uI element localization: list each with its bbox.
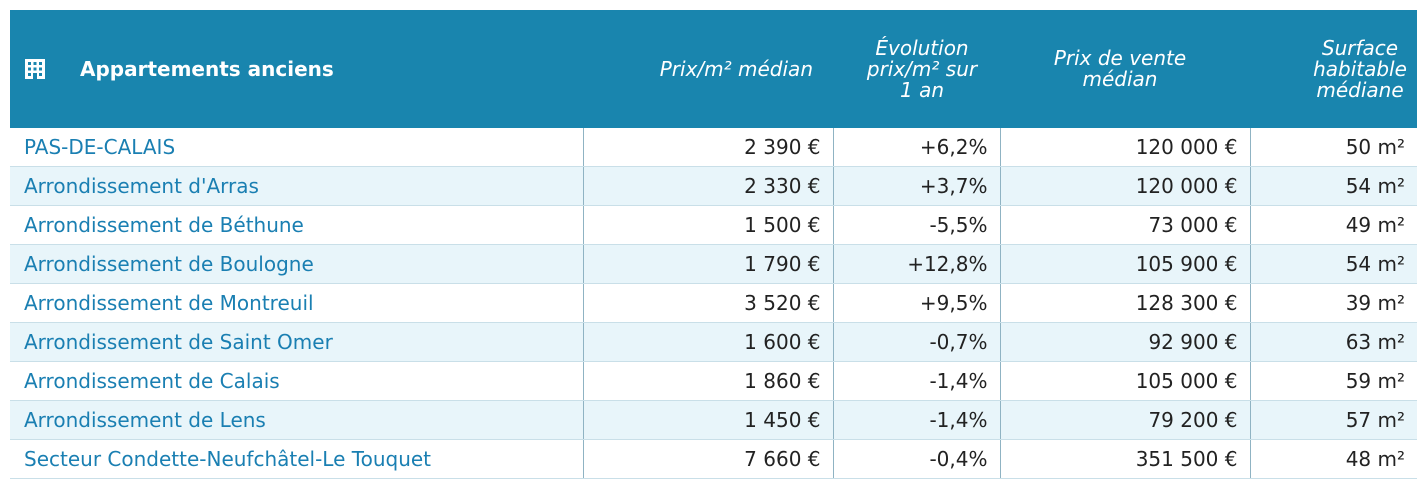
row-name: Arrondissement d'Arras <box>10 166 583 206</box>
table-row: Arrondissement de Béthune 1 500 € -5,5% 73 … <box>10 205 1417 245</box>
column-label: Prix/m² médian <box>659 56 813 81</box>
cell-value: 1 860 € <box>582 361 833 401</box>
cell-value: 50 m² <box>1249 128 1417 167</box>
cell-value: 49 m² <box>1249 205 1417 245</box>
table-row: Arrondissement de Boulogne 1 790 € +12,8% 1… <box>10 244 1417 284</box>
cell-value: 1 600 € <box>582 322 833 362</box>
cell-value: 48 m² <box>1249 439 1417 479</box>
cell-value: 7 660 € <box>582 439 833 479</box>
table-row: Secteur Condette-Neufchâtel-Le Touquet 7 … <box>10 439 1417 479</box>
cell-value: 128 300 € <box>999 283 1250 323</box>
cell-value: 1 500 € <box>582 205 833 245</box>
building-icon <box>25 59 45 79</box>
row-name: Arrondissement de Lens <box>10 400 583 440</box>
cell-value: -5,5% <box>832 205 1000 245</box>
column-label: Surface habitable médiane <box>1313 35 1407 102</box>
table-body: PAS-DE-CALAIS 2 390 € +6,2% 120 000 €50 m² A… <box>10 128 1417 479</box>
table-row: Arrondissement d'Arras 2 330 € +3,7% 120 00… <box>10 166 1417 206</box>
cell-value: -0,4% <box>832 439 1000 479</box>
cell-value: -0,7% <box>832 322 1000 362</box>
cell-value: 2 390 € <box>582 128 833 167</box>
cell-value: 120 000 € <box>999 166 1250 206</box>
row-name: Arrondissement de Boulogne <box>10 244 583 284</box>
row-name: PAS-DE-CALAIS <box>10 128 583 167</box>
table-row: Arrondissement de Saint Omer 1 600 € -0,7%… <box>10 322 1417 362</box>
row-name: Arrondissement de Montreuil <box>10 283 583 323</box>
cell-value: 105 900 € <box>999 244 1250 284</box>
cell-value: 73 000 € <box>999 205 1250 245</box>
table-row: PAS-DE-CALAIS 2 390 € +6,2% 120 000 €50 m² <box>10 128 1417 167</box>
column-header: Prix/m² médian <box>583 10 833 128</box>
cell-value: -1,4% <box>832 361 1000 401</box>
table-row: Arrondissement de Montreuil 3 520 € +9,5% 1… <box>10 283 1417 323</box>
table-row: Arrondissement de Lens 1 450 € -1,4% 79 200… <box>10 400 1417 440</box>
cell-value: -1,4% <box>832 400 1000 440</box>
cell-value: 120 000 € <box>999 128 1250 167</box>
column-label: Prix de vente médian <box>1053 46 1187 91</box>
column-label: Évolution prix/m² sur 1 an <box>866 35 978 102</box>
cell-value: 92 900 € <box>999 322 1250 362</box>
cell-value: 63 m² <box>1249 322 1417 362</box>
cell-value: +9,5% <box>832 283 1000 323</box>
table-container: Appartements anciens Prix/m² médian Évol… <box>10 10 1417 479</box>
header-title-cell: Appartements anciens <box>10 10 583 128</box>
column-header: Surface habitable médiane <box>1250 10 1417 128</box>
cell-value: 59 m² <box>1249 361 1417 401</box>
cell-value: 1 790 € <box>582 244 833 284</box>
cell-value: 39 m² <box>1249 283 1417 323</box>
row-name: Secteur Condette-Neufchâtel-Le Touquet <box>10 439 583 479</box>
cell-value: +3,7% <box>832 166 1000 206</box>
price-table: Appartements anciens Prix/m² médian Évol… <box>10 10 1417 479</box>
column-header: Évolution prix/m² sur 1 an <box>833 10 1000 128</box>
cell-value: +12,8% <box>832 244 1000 284</box>
table-row: Arrondissement de Calais 1 860 € -1,4% 105 … <box>10 361 1417 401</box>
header-title: Appartements anciens <box>80 56 334 81</box>
cell-value: 3 520 € <box>582 283 833 323</box>
cell-value: 54 m² <box>1249 166 1417 206</box>
header-row: Appartements anciens Prix/m² médian Évol… <box>10 10 1417 128</box>
row-name: Arrondissement de Calais <box>10 361 583 401</box>
row-name: Arrondissement de Béthune <box>10 205 583 245</box>
cell-value: 79 200 € <box>999 400 1250 440</box>
cell-value: +6,2% <box>832 128 1000 167</box>
cell-value: 351 500 € <box>999 439 1250 479</box>
row-name: Arrondissement de Saint Omer <box>10 322 583 362</box>
cell-value: 54 m² <box>1249 244 1417 284</box>
table-header: Appartements anciens Prix/m² médian Évol… <box>10 10 1417 128</box>
cell-value: 1 450 € <box>582 400 833 440</box>
cell-value: 57 m² <box>1249 400 1417 440</box>
cell-value: 2 330 € <box>582 166 833 206</box>
cell-value: 105 000 € <box>999 361 1250 401</box>
column-header: Prix de vente médian <box>1000 10 1250 128</box>
